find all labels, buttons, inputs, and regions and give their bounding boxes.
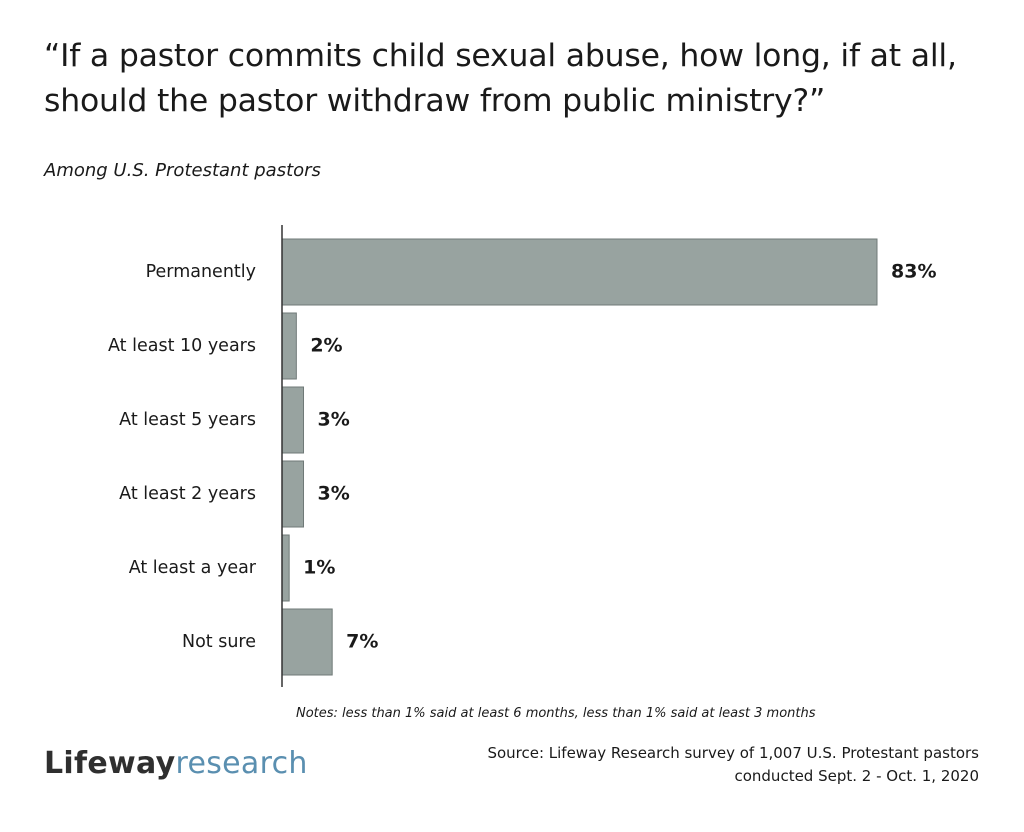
bar-3 xyxy=(281,460,305,528)
bar-2 xyxy=(281,386,305,454)
lifeway-research-logo: Lifewayresearch xyxy=(44,746,308,781)
chart-notes: Notes: less than 1% said at least 6 mont… xyxy=(296,706,816,721)
category-labels: Permanently At least 10 years At least 5 y… xyxy=(108,262,257,652)
value-label: 83% xyxy=(891,261,936,283)
logo-lifeway-text: Lifeway xyxy=(44,746,176,781)
logo-research-text: research xyxy=(175,746,308,781)
chart-title: “If a pastor commits child sexual abuse,… xyxy=(44,38,957,119)
value-label: 1% xyxy=(303,557,335,579)
bar-chart: Permanently At least 10 years At least 5 y… xyxy=(108,225,936,687)
value-label: 2% xyxy=(310,335,342,357)
source-line-2: conducted Sept. 2 - Oct. 1, 2020 xyxy=(734,767,979,785)
category-label: Not sure xyxy=(182,632,256,652)
bar-4 xyxy=(281,534,290,602)
bar-0 xyxy=(281,238,878,306)
category-label: At least 10 years xyxy=(108,336,256,356)
value-label: 3% xyxy=(318,409,350,431)
category-label: At least 2 years xyxy=(119,484,256,504)
bars-group xyxy=(281,238,878,676)
bar-1 xyxy=(281,312,297,380)
category-label: At least 5 years xyxy=(119,410,256,430)
category-label: At least a year xyxy=(129,558,257,578)
source-note: Source: Lifeway Research survey of 1,007… xyxy=(487,742,979,788)
source-line-1: Source: Lifeway Research survey of 1,007… xyxy=(487,744,979,762)
chart-subtitle: Among U.S. Protestant pastors xyxy=(44,160,321,181)
value-label: 3% xyxy=(318,483,350,505)
bar-5 xyxy=(281,608,333,676)
category-label: Permanently xyxy=(146,262,256,282)
value-label: 7% xyxy=(346,631,378,653)
value-labels: 83% 2% 3% 3% 1% 7% xyxy=(303,261,936,653)
